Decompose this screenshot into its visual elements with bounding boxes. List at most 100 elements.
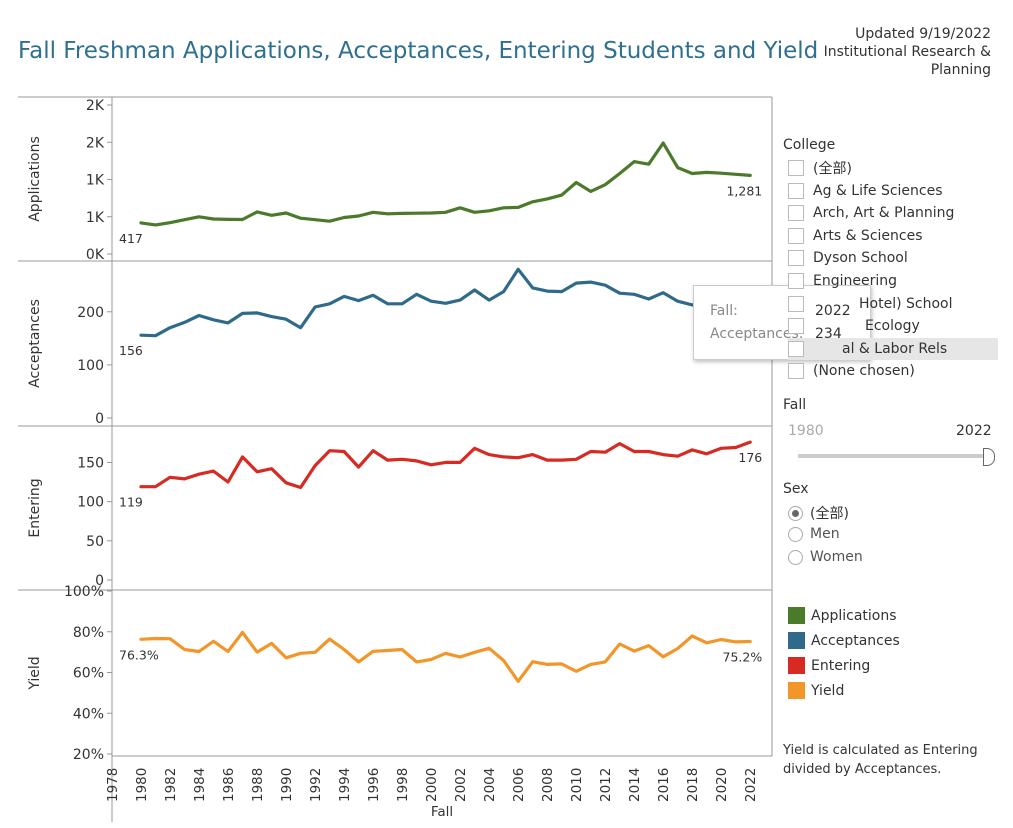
legend-item[interactable]: Applications <box>788 607 897 624</box>
sex-option[interactable]: Women <box>788 549 863 565</box>
acceptances-point-2007 <box>531 286 535 290</box>
updated-dept-2: Planning <box>930 62 991 78</box>
acceptances-point-1998 <box>400 302 404 306</box>
yield-point-2007 <box>531 660 535 664</box>
legend-item[interactable]: Entering <box>788 657 870 674</box>
sex-option-label: Men <box>810 526 840 542</box>
entering-point-2011 <box>589 449 593 453</box>
college-option-label: Arch, Art & Planning <box>813 205 955 222</box>
fall-slider-track[interactable] <box>798 454 990 458</box>
acceptances-point-2014 <box>632 292 636 296</box>
checkbox[interactable] <box>788 273 804 289</box>
applications-point-1993 <box>328 219 332 223</box>
college-option[interactable]: Hotel) School <box>788 293 952 315</box>
yield-tick-label: 60% <box>73 666 104 682</box>
x-tick-label-1988: 1988 <box>250 768 266 802</box>
x-tick-label-2002: 2002 <box>453 768 469 802</box>
line-chart[interactable]: Applications 0K 1K 1K 2K 2K 417 1,281 Acceptance… <box>0 0 780 828</box>
checkbox[interactable] <box>788 205 804 222</box>
college-option[interactable]: Engineering <box>788 270 897 292</box>
college-option[interactable]: Arts & Sciences <box>788 225 923 247</box>
fall-slider-handle[interactable] <box>983 448 995 466</box>
acceptances-point-1989 <box>270 315 274 319</box>
entering-point-1985 <box>212 469 216 473</box>
college-option[interactable]: Ag & Life Sciences <box>788 180 943 202</box>
applications-point-1985 <box>212 217 216 221</box>
college-option[interactable]: Dyson School <box>788 247 908 269</box>
entering-series-line <box>139 440 752 490</box>
radio-button[interactable] <box>788 526 803 542</box>
yield-point-2009 <box>560 662 564 666</box>
entering-point-2022 <box>748 440 752 444</box>
updated-dept: Institutional Research & <box>823 44 991 60</box>
entering-point-1983 <box>183 477 187 481</box>
yield-point-1981 <box>154 636 158 640</box>
college-option[interactable]: Arch, Art & Planning <box>788 202 954 224</box>
sex-option[interactable]: Men <box>788 526 840 542</box>
checkbox[interactable] <box>788 227 804 244</box>
applications-point-1983 <box>183 218 187 222</box>
yield-point-1999 <box>415 660 419 664</box>
checkbox[interactable] <box>788 363 804 380</box>
acceptances-point-2001 <box>444 301 448 305</box>
applications-point-2014 <box>632 160 636 164</box>
applications-tick-label: 1K <box>86 210 105 226</box>
entering-point-2017 <box>676 454 680 458</box>
acceptances-point-2012 <box>603 283 607 287</box>
yield-point-2003 <box>473 650 477 654</box>
applications-point-2021 <box>734 172 738 176</box>
college-option-label: Engineering <box>813 273 897 289</box>
applications-point-2016 <box>661 141 665 145</box>
entering-point-1998 <box>400 457 404 461</box>
acceptances-point-1999 <box>415 292 419 296</box>
checkbox[interactable] <box>788 295 804 312</box>
applications-tick-label: 2K <box>86 135 105 151</box>
applications-point-1998 <box>400 211 404 215</box>
yield-point-2019 <box>705 641 709 645</box>
acceptances-point-1988 <box>255 311 259 315</box>
sex-filter-title: Sex <box>783 481 809 497</box>
checkbox[interactable] <box>788 318 804 335</box>
acceptances-point-2009 <box>560 290 564 294</box>
updated-info: Updated 9/19/2022 Institutional Research… <box>771 25 991 79</box>
sex-option-label: (全部) <box>810 506 849 522</box>
x-tick-label-2006: 2006 <box>511 768 527 802</box>
legend-item[interactable]: Acceptances <box>788 632 900 649</box>
acceptances-point-1993 <box>328 302 332 306</box>
checkbox[interactable] <box>788 340 804 357</box>
radio-button[interactable] <box>788 505 803 521</box>
college-option[interactable]: Ecology <box>788 315 920 337</box>
page-title: Fall Freshman Applications, Acceptances,… <box>18 38 819 64</box>
college-option[interactable]: (None chosen) <box>788 360 915 382</box>
entering-point-1993 <box>328 449 332 453</box>
college-option[interactable]: (全部) <box>788 157 852 179</box>
entering-point-2002 <box>458 460 462 464</box>
legend-item[interactable]: Yield <box>788 682 844 699</box>
applications-point-2013 <box>618 172 622 176</box>
entering-point-1981 <box>154 485 158 489</box>
x-tick-label-1992: 1992 <box>308 768 324 802</box>
acceptances-first-label: 156 <box>119 343 143 358</box>
acceptances-tick-label: 0 <box>95 411 104 427</box>
tooltip-fall-label: Fall: <box>710 303 738 319</box>
college-option[interactable]: al & Labor Rels <box>788 337 998 360</box>
acceptances-point-1992 <box>313 305 317 309</box>
checkbox[interactable] <box>788 250 804 267</box>
yield-point-1996 <box>371 649 375 653</box>
entering-point-1999 <box>415 459 419 463</box>
applications-point-2006 <box>516 205 520 209</box>
sex-option[interactable]: (全部) <box>788 503 849 523</box>
checkbox[interactable] <box>788 182 804 199</box>
entering-point-2010 <box>574 457 578 461</box>
entering-point-1996 <box>371 449 375 453</box>
yield-point-2001 <box>444 651 448 655</box>
legend-label: Acceptances <box>811 632 900 649</box>
checkbox[interactable] <box>788 160 804 176</box>
entering-point-2003 <box>473 446 477 450</box>
radio-button[interactable] <box>788 549 803 565</box>
fall-max-label: 2022 <box>956 423 992 439</box>
applications-point-2004 <box>487 209 491 213</box>
applications-tick-label: 2K <box>86 98 105 114</box>
applications-point-1990 <box>284 211 288 215</box>
yield-point-1986 <box>226 650 230 654</box>
